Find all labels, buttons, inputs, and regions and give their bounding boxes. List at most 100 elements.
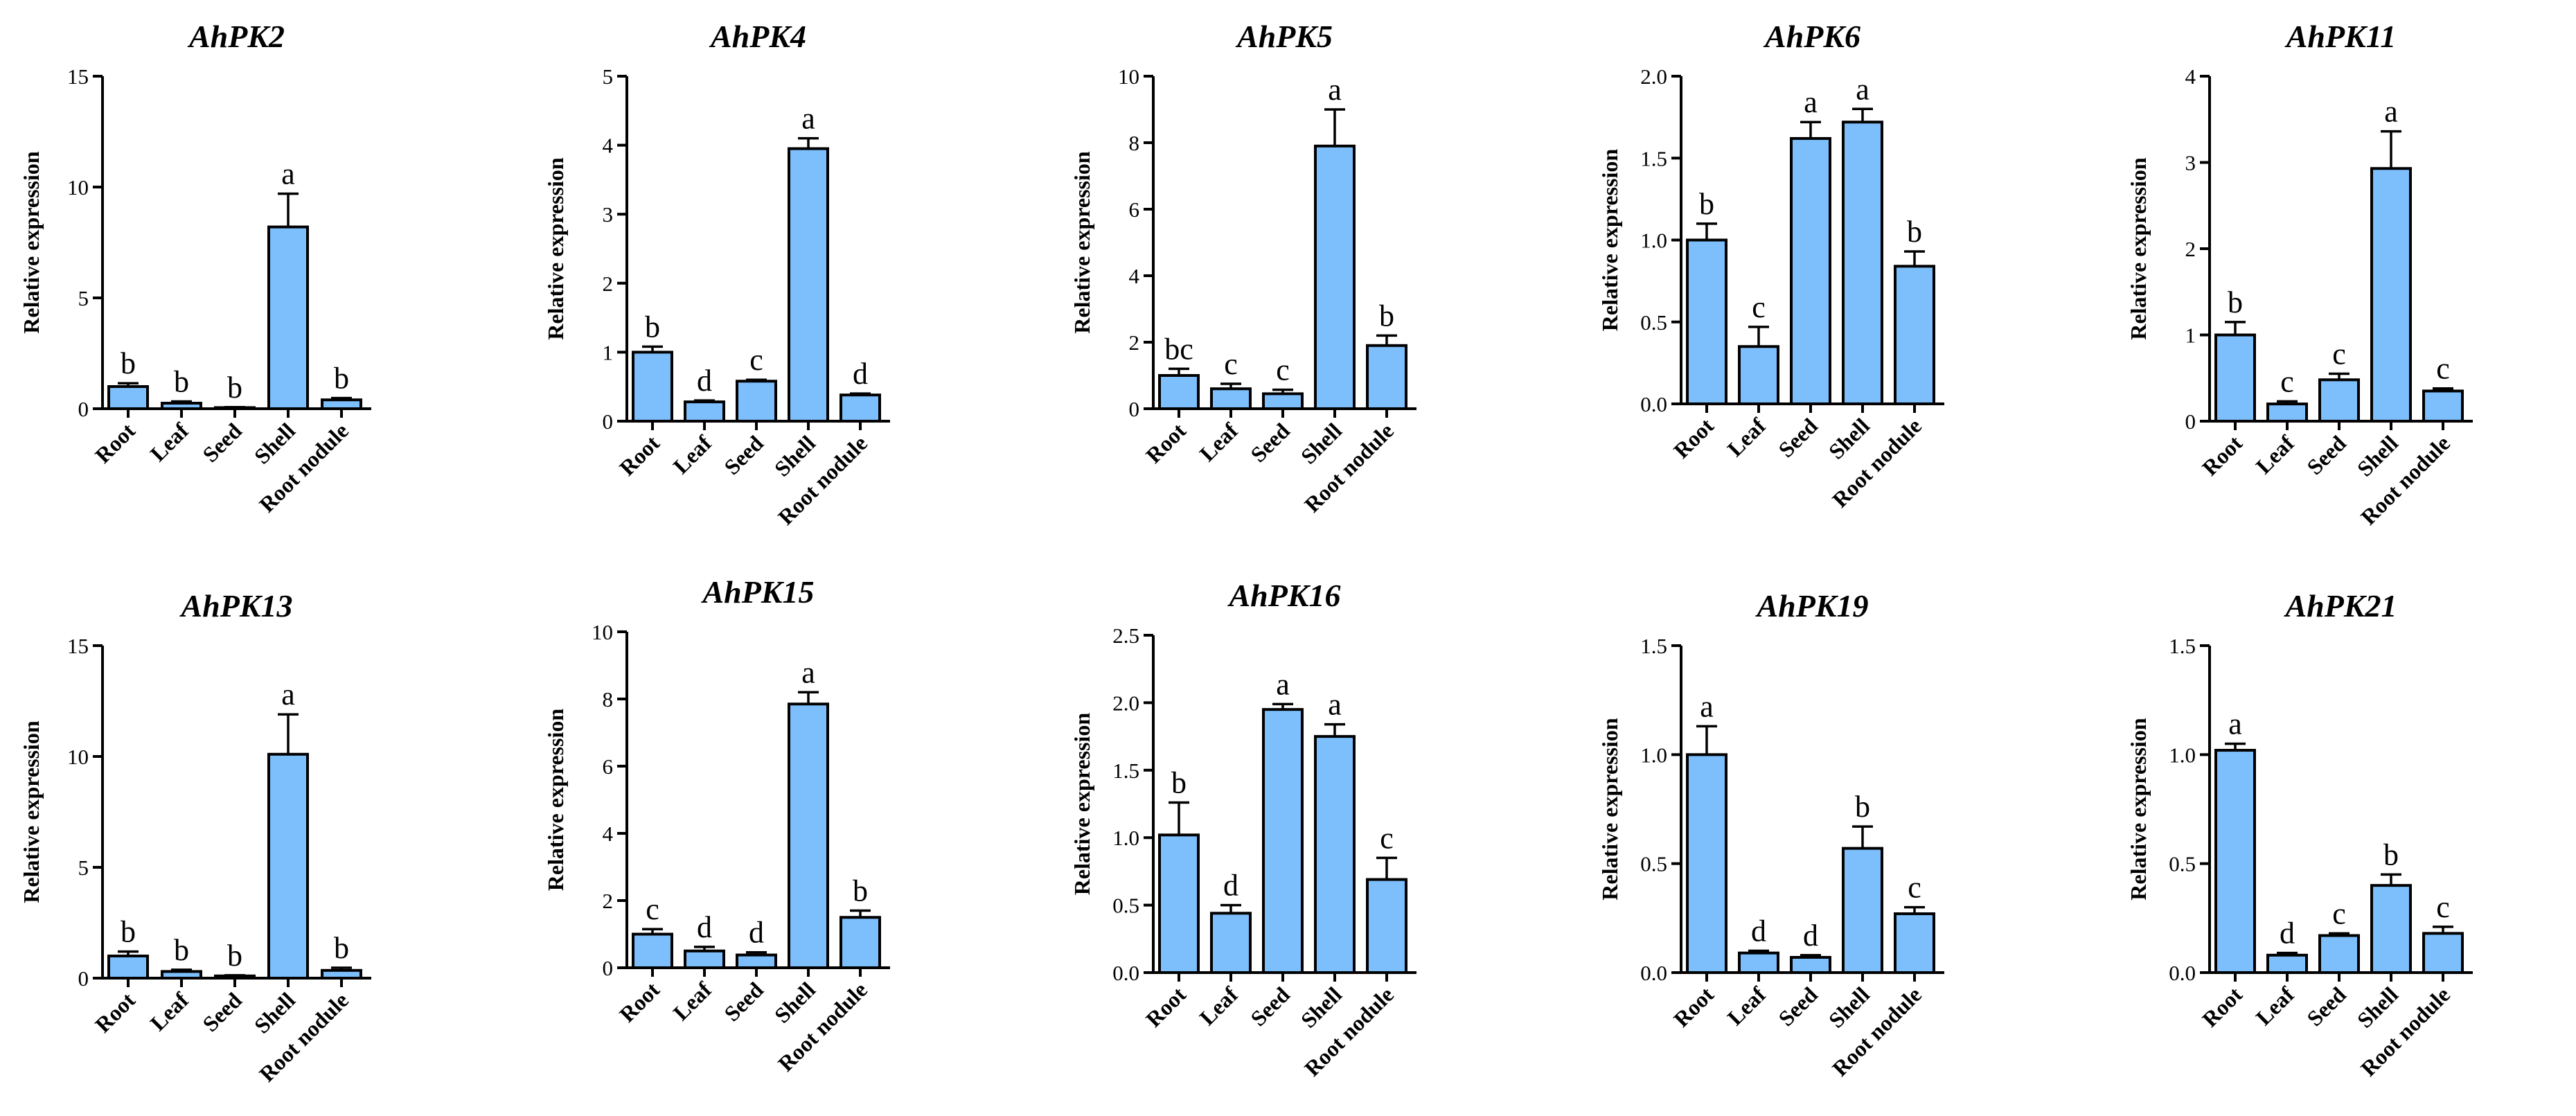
bar [2370, 884, 2412, 974]
significance-letter: b [334, 931, 349, 965]
chart-title: AhPK5 [1235, 19, 1333, 54]
significance-letter: c [1752, 290, 1766, 324]
x-tick-label: Root [90, 418, 140, 468]
x-tick-label: Leaf [668, 977, 717, 1025]
y-tick-label: 2 [2185, 237, 2196, 261]
chart-title: AhPK16 [1227, 578, 1340, 613]
significance-letter: a [801, 102, 815, 136]
y-tick-label: 6 [603, 754, 614, 779]
significance-letter: d [1751, 914, 1766, 948]
bar [1366, 344, 1407, 410]
y-tick-label: 10 [592, 620, 613, 644]
significance-letter: d [749, 916, 764, 950]
significance-letter: a [1328, 73, 1342, 107]
bar [1738, 345, 1779, 406]
y-axis-label: Relative expression [2126, 157, 2151, 340]
x-tick-label: Leaf [1195, 982, 1243, 1030]
bar [2318, 934, 2360, 975]
significance-letter: c [2332, 896, 2346, 930]
x-tick-label: Root [2197, 430, 2247, 480]
bar [736, 953, 777, 969]
x-tick-label: Leaf [2251, 430, 2300, 479]
y-tick-label: 15 [67, 634, 89, 658]
x-tick-label: Seed [2302, 982, 2351, 1031]
chart-panel: AhPK19 Relative expression 0.0 0.5 1.0 1.5 a Ro… [1597, 588, 1944, 1081]
bar [2422, 389, 2464, 423]
x-tick-label: Leaf [2251, 982, 2300, 1030]
significance-letter: b [1379, 299, 1394, 333]
bar [1262, 708, 1304, 974]
significance-letter: a [281, 677, 295, 711]
bar [2214, 333, 2256, 423]
y-tick-label: 4 [603, 134, 614, 158]
significance-letter: b [2383, 838, 2399, 871]
significance-letter: b [853, 874, 868, 908]
y-tick-label: 1.0 [1112, 826, 1139, 850]
significance-letter: b [1699, 187, 1714, 221]
x-tick-label: Seed [719, 430, 768, 479]
x-tick-label: Root [614, 977, 664, 1027]
significance-letter: b [227, 939, 242, 973]
bar [1790, 955, 1831, 975]
bar [736, 380, 777, 423]
significance-letter: b [121, 915, 136, 949]
y-tick-label: 0 [2185, 409, 2196, 434]
y-tick-label: 0.5 [1640, 852, 1667, 876]
chart-title: AhPK11 [2284, 19, 2397, 54]
x-tick-label: Root [1669, 413, 1718, 463]
x-tick-label: Seed [719, 977, 768, 1026]
chart-title: AhPK21 [2283, 588, 2397, 623]
significance-letter: c [646, 892, 659, 926]
x-tick-label: Leaf [145, 418, 194, 466]
y-tick-label: 1 [2185, 324, 2196, 348]
y-axis-label: Relative expression [543, 157, 568, 340]
bar [1366, 878, 1407, 975]
chart-panel: AhPK16 Relative expression 0.0 0.5 1.0 1.5 2.0… [1069, 578, 1416, 1081]
y-tick-label: 1 [603, 340, 614, 364]
significance-letter: a [1804, 85, 1818, 119]
significance-letter: c [1224, 347, 1238, 381]
bar [1314, 144, 1356, 411]
significance-letter: a [281, 157, 295, 191]
y-tick-label: 0.5 [1112, 894, 1139, 918]
chart-title: AhPK2 [187, 19, 285, 54]
y-tick-label: 0 [603, 409, 614, 434]
y-tick-label: 0.5 [1640, 310, 1667, 335]
x-tick-label: Leaf [1723, 982, 1771, 1030]
chart-title: AhPK4 [709, 19, 806, 54]
chart-title: AhPK19 [1755, 588, 1868, 623]
bar [632, 351, 673, 423]
significance-letter: b [334, 362, 349, 396]
y-tick-label: 15 [67, 64, 89, 89]
y-tick-label: 0.0 [1640, 392, 1667, 416]
y-tick-label: 8 [1129, 131, 1140, 155]
significance-letter: d [2280, 916, 2295, 950]
y-tick-label: 10 [1118, 64, 1139, 89]
y-tick-label: 0.0 [1640, 961, 1667, 985]
chart-title: AhPK13 [179, 588, 292, 623]
x-tick-label: Root [1669, 982, 1718, 1031]
x-tick-label: Seed [1245, 418, 1295, 467]
bar [1894, 265, 1935, 405]
y-axis-label: Relative expression [1597, 149, 1622, 332]
bar [161, 402, 202, 410]
significance-letter: d [1223, 869, 1238, 903]
bar [2214, 749, 2256, 975]
bar [321, 968, 362, 980]
y-tick-label: 0 [78, 397, 89, 421]
x-tick-label: Leaf [1195, 418, 1243, 466]
significance-letter: a [2384, 95, 2398, 129]
x-tick-label: Seed [197, 987, 247, 1036]
y-tick-label: 2 [603, 889, 614, 913]
x-tick-label: Seed [1773, 982, 1822, 1031]
bar [267, 752, 309, 980]
bar [2318, 378, 2360, 423]
y-axis-label: Relative expression [1069, 151, 1094, 334]
y-tick-label: 0.5 [2169, 852, 2196, 876]
bar [2422, 932, 2464, 974]
bar [2370, 167, 2412, 423]
